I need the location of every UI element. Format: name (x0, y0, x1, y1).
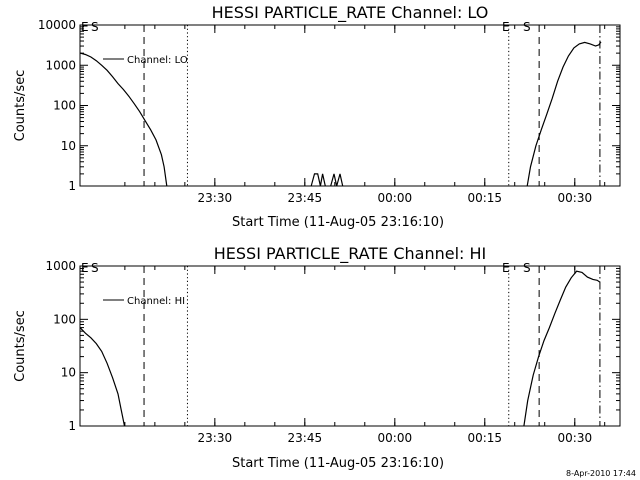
event-marker-s: S (523, 261, 531, 275)
plot-frame (79, 265, 621, 427)
y-tick-label: 1 (68, 179, 76, 193)
series-line-segment (79, 52, 168, 187)
series-line-segment (523, 270, 601, 427)
y-tick-label: 10000 (38, 18, 76, 32)
x-tick-label: 23:45 (288, 431, 323, 445)
y-tick-label: 1000 (45, 259, 76, 273)
y-tick-label: 1000 (45, 58, 76, 72)
legend-label: Channel: LO (127, 55, 188, 66)
series-line-segment (79, 327, 126, 427)
y-tick-label: 100 (53, 312, 76, 326)
x-tick-label: 23:30 (198, 191, 233, 205)
x-axis-label: Start Time (11-Aug-05 23:16:10) (232, 215, 444, 230)
y-tick-label: 10 (61, 366, 76, 380)
series-line-segment (526, 41, 602, 187)
chart-title: HESSI PARTICLE_RATE Channel: HI (214, 244, 487, 264)
series-line-segment (330, 173, 344, 187)
event-marker-e: E (502, 261, 510, 275)
chart-panel-1: HESSI PARTICLE_RATE Channel: LO 1 10 100 100… (13, 3, 621, 230)
x-tick-label: 00:15 (467, 431, 502, 445)
x-tick-label: 23:45 (288, 191, 323, 205)
x-tick-label: 00:30 (558, 191, 593, 205)
x-axis-label: Start Time (11-Aug-05 23:16:10) (232, 456, 444, 471)
y-axis-label: Counts/sec (13, 310, 28, 382)
x-tick-label: 23:30 (198, 431, 233, 445)
x-tick-label: 00:00 (378, 191, 413, 205)
y-tick-label: 100 (53, 99, 76, 113)
y-tick-label: 1 (68, 419, 76, 433)
footer-timestamp: 8-Apr-2010 17:44 (566, 469, 636, 478)
legend-label: Channel: HI (127, 296, 185, 307)
event-marker-e: E (81, 20, 89, 34)
event-marker-e: E (502, 20, 510, 34)
x-tick-label: 00:00 (378, 431, 413, 445)
event-marker-e: E (81, 261, 89, 275)
y-tick-label: 10 (61, 139, 76, 153)
x-tick-label: 00:30 (558, 431, 593, 445)
chart-title: HESSI PARTICLE_RATE Channel: LO (212, 3, 489, 23)
x-tick-label: 00:15 (467, 191, 502, 205)
chart-panel-2: HESSI PARTICLE_RATE Channel: HI 1 10 100 100… (13, 244, 621, 471)
event-marker-s: S (91, 261, 99, 275)
event-marker-s: S (523, 20, 531, 34)
series-line-segment (310, 173, 326, 187)
event-marker-s: S (91, 20, 99, 34)
y-axis-label: Counts/sec (13, 70, 28, 142)
